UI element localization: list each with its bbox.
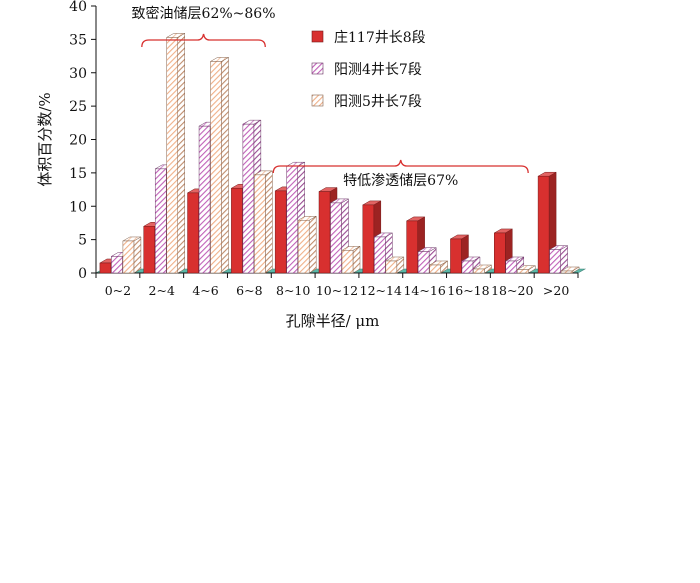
bar-front (286, 165, 298, 274)
x-tick-label: 18~20 (491, 283, 533, 298)
legend-label: 阳测5井长7段 (334, 94, 422, 110)
x-tick-label: >20 (543, 283, 569, 298)
bar-front (274, 190, 287, 274)
x-tick-label: 10~12 (316, 283, 358, 298)
annotation-label: 致密油储层62%~86% (132, 5, 276, 22)
bar (384, 256, 405, 274)
bar-front (537, 175, 550, 274)
bar (428, 260, 449, 274)
y-tick-label: 5 (78, 233, 87, 249)
bar-front (450, 238, 462, 274)
axes: 0 5 10 15 20 25 30 35 40 0~2 2~4 4~6 6~8 8~10 10~12 12~… (36, 0, 579, 330)
x-axis-title: 孔隙半径/ μm (286, 312, 380, 330)
bar-front (461, 260, 474, 274)
y-tick-label: 30 (69, 66, 87, 82)
bar-front (198, 125, 211, 274)
bar-front (166, 37, 178, 274)
bar-front (549, 249, 561, 274)
bar-front (254, 174, 266, 274)
x-tick-label: 14~16 (403, 283, 445, 298)
bars (98, 32, 581, 274)
bar-front (143, 226, 155, 274)
bar-front (417, 251, 430, 274)
bar-front (429, 264, 441, 274)
x-tick-label: 0~2 (105, 283, 131, 298)
bar (516, 265, 537, 274)
x-tick-label: 8~10 (276, 283, 310, 298)
bar-side (177, 32, 185, 274)
bar-front (210, 61, 222, 274)
bar-front (242, 123, 255, 274)
bar-front (231, 187, 243, 274)
y-tick-label: 10 (69, 199, 87, 215)
bar (472, 264, 493, 274)
bar-front (374, 236, 386, 274)
bar-side (308, 215, 317, 274)
bar-front (473, 268, 485, 274)
bar-front (111, 256, 123, 274)
bar-front (494, 232, 506, 274)
legend-swatch (311, 62, 324, 75)
bar (341, 245, 361, 274)
annotations: 致密油储层62%~86% 特低渗透储层67% (132, 5, 529, 189)
bar-front (362, 204, 375, 274)
x-tick-label: 16~18 (447, 283, 489, 298)
annotation-bracket (272, 159, 529, 174)
bar-front (122, 240, 135, 274)
y-tick-label: 20 (69, 133, 87, 149)
bar (209, 56, 230, 274)
bar-front (406, 220, 418, 274)
bar (165, 32, 186, 274)
bar-front (99, 262, 112, 274)
bar (253, 170, 274, 274)
bar-front (560, 270, 573, 274)
x-tick-label: 12~14 (360, 283, 402, 298)
bar-front (154, 168, 167, 274)
y-tick-label: 0 (78, 266, 87, 282)
bar-front (505, 260, 518, 274)
x-tick-label: 6~8 (236, 283, 262, 298)
annotation-label: 特低渗透储层67% (343, 173, 458, 189)
bar-side (265, 170, 273, 274)
annotation-bracket (141, 33, 266, 48)
bar (560, 266, 581, 274)
legend-label: 阳测4井长7段 (334, 62, 422, 78)
y-tick-label: 40 (69, 0, 87, 15)
bar (297, 215, 318, 274)
y-tick-label: 25 (69, 99, 87, 115)
x-tick-label: 4~6 (192, 283, 218, 298)
bar-front (297, 220, 310, 274)
y-tick-label: 15 (69, 166, 87, 182)
y-tick-label: 35 (69, 32, 87, 48)
bar-front (341, 250, 354, 274)
bar-front (318, 191, 331, 274)
bar-front (517, 269, 529, 274)
x-tick-label: 2~4 (149, 283, 175, 298)
bar-side (352, 245, 361, 274)
bar-side (133, 236, 142, 274)
bar-front (330, 202, 342, 274)
bar (548, 245, 569, 274)
bar (121, 236, 142, 274)
legend-swatch (311, 94, 324, 107)
legend-swatch (311, 30, 324, 43)
bar-side (221, 56, 229, 274)
legend-label: 庄117井长8段 (334, 29, 426, 46)
bar-front (385, 260, 398, 274)
y-axis-title: 体积百分数/% (36, 92, 54, 186)
bar-front (187, 192, 199, 274)
